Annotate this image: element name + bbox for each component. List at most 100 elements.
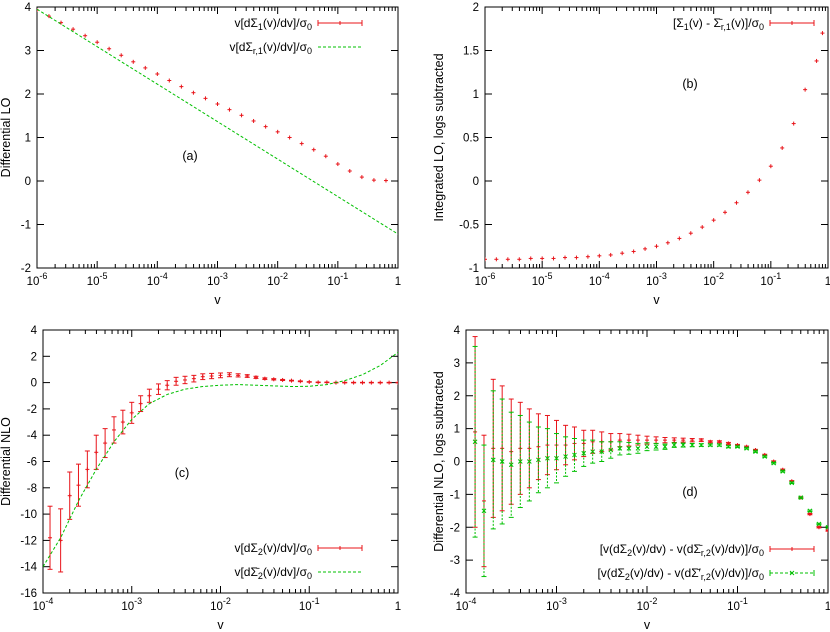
data-point-b-0 xyxy=(620,251,625,256)
data-point-c-0 xyxy=(280,377,285,382)
y-tick-label-c: 4 xyxy=(31,325,38,337)
data-point-b-0 xyxy=(608,252,613,257)
data-point-d-1 xyxy=(816,521,822,527)
data-point-b-0 xyxy=(485,257,487,262)
data-point-d-1 xyxy=(680,442,686,448)
legend-entry-d-1: [v(dΣ2(v)/dv) - v(dΣ̄′r,2(v)/dv)]/σ0 xyxy=(597,566,815,582)
data-point-d-1 xyxy=(689,442,695,448)
data-point-c-0 xyxy=(253,375,258,380)
data-point-b-0 xyxy=(540,256,545,261)
data-point-b-0 xyxy=(494,257,499,262)
data-point-d-1 xyxy=(762,454,768,459)
data-point-d-0 xyxy=(708,439,713,444)
data-point-c-0 xyxy=(76,483,81,488)
data-point-b-0 xyxy=(528,256,533,261)
data-point-d-1 xyxy=(608,447,614,453)
y-tick-label-c: -8 xyxy=(27,483,37,495)
data-point-b-0 xyxy=(814,58,819,63)
data-point-d-0 xyxy=(826,528,828,533)
data-point-c-0 xyxy=(147,393,152,398)
y-tick-label-c: -6 xyxy=(27,457,37,469)
data-point-c-0 xyxy=(227,372,232,377)
data-point-d-0 xyxy=(717,439,722,444)
data-point-c-0 xyxy=(245,374,250,379)
data-point-c-0 xyxy=(182,377,187,382)
y-tick-label-a: -2 xyxy=(21,263,31,275)
data-layer-b xyxy=(485,31,825,262)
y-axis-label-d: Differential NLO, logs subtracted xyxy=(432,371,446,551)
data-point-a-0 xyxy=(71,27,76,32)
legend-entry-c-0: v[dΣ2(v)/dv]/σ0 xyxy=(234,541,363,557)
data-point-d-1 xyxy=(698,442,704,448)
data-point-d-1 xyxy=(581,450,587,456)
y-tick-label-d: -1 xyxy=(450,489,460,501)
data-point-d-1 xyxy=(807,508,813,514)
y-tick-label-b: -1 xyxy=(469,263,479,275)
data-point-b-0 xyxy=(665,240,670,245)
data-point-c-0 xyxy=(289,378,294,383)
data-point-b-0 xyxy=(734,200,739,205)
y-tick-label-d: 2 xyxy=(454,391,460,403)
data-point-c-0 xyxy=(378,380,383,385)
data-point-b-0 xyxy=(505,257,510,262)
y-tick-label-c: 2 xyxy=(31,351,37,363)
data-point-d-1 xyxy=(662,444,668,450)
data-layer-c xyxy=(43,351,398,573)
data-point-d-1 xyxy=(617,445,623,451)
x-tick-label-d: 1 xyxy=(825,601,830,613)
data-point-c-0 xyxy=(271,377,276,382)
data-point-a-0 xyxy=(107,46,112,51)
data-point-c-0 xyxy=(236,373,241,378)
y-tick-label-b: 2 xyxy=(473,2,479,14)
x-tick-label-a: 10-1 xyxy=(327,271,348,288)
data-point-a-0 xyxy=(227,107,232,112)
data-point-d-1 xyxy=(490,457,496,463)
data-point-d-1 xyxy=(653,444,659,450)
data-point-d-1 xyxy=(798,495,804,501)
data-point-d-1 xyxy=(671,442,677,448)
x-tick-label-b: 10-3 xyxy=(646,271,667,288)
data-point-c-0 xyxy=(94,450,99,455)
data-point-c-0 xyxy=(191,376,196,381)
panel-a: 10-6 10-5 10-4 10-3 10-2 10-1 1 -2 -1 0 1 2 3 4 v Diffe… xyxy=(0,2,401,307)
x-tick-label-d: 10-4 xyxy=(456,596,477,613)
data-point-d-1 xyxy=(789,480,795,486)
data-point-a-0 xyxy=(59,20,64,25)
data-point-d-1 xyxy=(508,462,514,468)
panel-c: 10-4 10-3 10-2 10-1 1 -16 -14 -12 -10 -8 -6 -4 -2 0 2 4… xyxy=(0,325,401,632)
data-point-c-0 xyxy=(103,441,108,446)
data-point-c-0 xyxy=(218,373,223,378)
data-point-d-1 xyxy=(744,445,749,451)
legend-label-c-1: v[dΣ̄2(v)/dv]/σ0 xyxy=(234,565,312,581)
data-point-b-0 xyxy=(700,225,705,230)
data-point-a-0 xyxy=(143,65,148,70)
data-point-b-0 xyxy=(574,255,579,260)
data-point-d-1 xyxy=(545,455,550,461)
series-line-c-1 xyxy=(43,351,398,567)
x-tick-label-d: 10-2 xyxy=(637,596,658,613)
x-tick-label-a: 10-2 xyxy=(267,271,288,288)
data-point-d-0 xyxy=(626,438,631,443)
legend-entry-a-0: v[dΣ1(v)/dv]/σ0 xyxy=(234,16,363,32)
data-point-c-0 xyxy=(156,387,161,392)
y-tick-label-a: 3 xyxy=(25,46,31,58)
data-point-c-0 xyxy=(262,376,267,381)
x-tick-label-a: 10-3 xyxy=(207,271,228,288)
data-point-d-0 xyxy=(807,512,812,517)
data-point-c-0 xyxy=(174,379,179,384)
data-point-b-0 xyxy=(643,246,648,251)
x-tick-label-c: 10-4 xyxy=(33,596,54,613)
panel-annotation-b: (b) xyxy=(682,77,697,91)
legend-label-a-1: v[dΣr,1(v)/dv]/σ0 xyxy=(229,40,312,56)
data-point-a-0 xyxy=(215,102,220,107)
y-tick-label-c: -12 xyxy=(20,535,37,547)
data-point-c-0 xyxy=(316,380,321,385)
data-point-d-1 xyxy=(499,459,505,464)
data-point-d-0 xyxy=(672,438,677,443)
data-point-a-0 xyxy=(299,141,304,146)
data-point-c-0 xyxy=(209,374,214,379)
data-point-c-0 xyxy=(396,380,398,385)
legend-label-d-0: [v(dΣ2(v)/dv) - v(dΣ̄r,2(v)/dv)]/σ0 xyxy=(600,542,764,558)
data-point-c-0 xyxy=(120,420,125,425)
legend-entry-c-1: v[dΣ̄2(v)/dv]/σ0 xyxy=(234,565,362,581)
